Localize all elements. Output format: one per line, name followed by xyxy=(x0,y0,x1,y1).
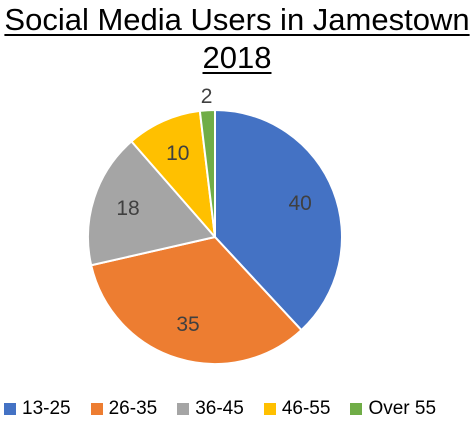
data-label-26-35: 35 xyxy=(176,313,199,336)
chart-title-line-2: 2018 xyxy=(202,40,272,75)
legend-swatch-26-35 xyxy=(90,403,103,415)
legend-item-36-45: 36-45 xyxy=(177,398,244,420)
legend-item-13-25: 13-25 xyxy=(4,398,71,420)
chart-title-line-1: Social Media Users in Jamestown xyxy=(4,2,470,37)
legend-item-46-55: 46-55 xyxy=(263,398,331,420)
legend-swatch-over-55 xyxy=(350,403,363,415)
data-label-36-45: 18 xyxy=(116,197,139,220)
legend-label-13-25: 13-25 xyxy=(22,398,71,419)
legend-item-over-55: Over 55 xyxy=(350,398,436,420)
legend-swatch-46-55 xyxy=(263,403,276,415)
data-label-over-55: 2 xyxy=(201,85,213,108)
legend-swatch-13-25 xyxy=(4,403,16,415)
legend-label-26-35: 26-35 xyxy=(108,398,158,419)
pie-slice-26-35 xyxy=(90,236,303,365)
pie-slice-over-55 xyxy=(198,109,216,238)
legend-label-46-55: 46-55 xyxy=(281,398,331,419)
pie-slice-13-25 xyxy=(214,109,343,332)
data-label-46-55: 10 xyxy=(166,142,189,165)
chart-legend: 13-25 26-35 36-45 46-55 Over 55 xyxy=(4,398,436,420)
pie-slice-46-55 xyxy=(130,109,216,238)
pie-slice-36-45 xyxy=(87,140,216,267)
legend-label-36-45: 36-45 xyxy=(195,398,244,419)
data-label-13-25: 40 xyxy=(288,192,311,215)
legend-label-over-55: Over 55 xyxy=(368,398,437,419)
legend-item-26-35: 26-35 xyxy=(90,398,158,420)
legend-swatch-36-45 xyxy=(177,403,190,415)
